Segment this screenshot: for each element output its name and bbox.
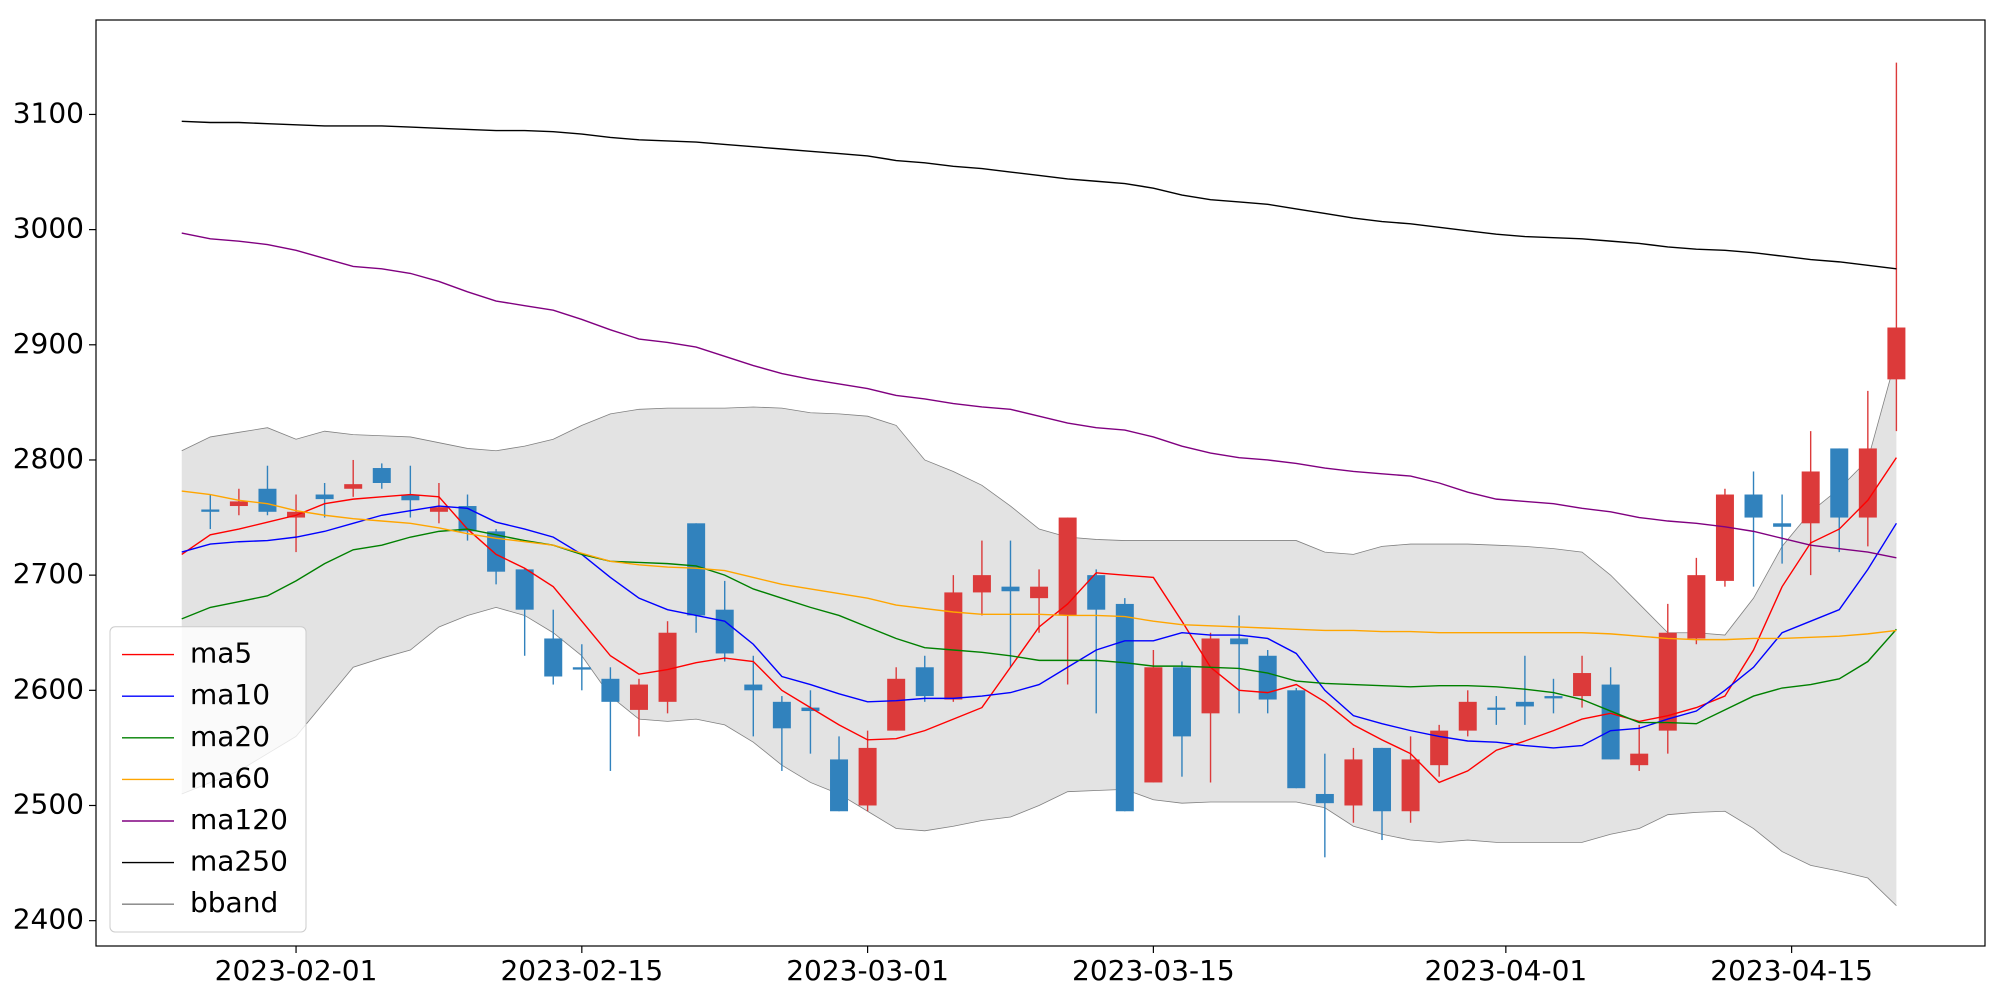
legend-label: ma20 [190,720,270,753]
candle-body [1373,747,1392,812]
candle-body [429,507,448,512]
candle-body [830,759,849,812]
candle-body [458,506,477,532]
candle-body [744,684,763,691]
candle-body [1030,586,1049,599]
candle-body [658,632,677,702]
candle-body [1687,575,1706,639]
candle-body [887,678,906,731]
x-tick-label: 2023-04-01 [1424,954,1587,987]
candle-body [1715,494,1734,581]
y-tick-label: 3000 [13,212,84,245]
candle-body [1172,667,1191,737]
x-tick-label: 2023-02-15 [500,954,663,987]
candle-body [1001,586,1020,592]
legend: ma5 ma10 ma20 ma60 ma120 ma250 bband [109,626,307,933]
legend-box [109,626,307,933]
candle-body [1658,632,1677,731]
ma-line [181,120,1897,270]
candle-body [1773,523,1792,527]
candle-body [1201,638,1220,714]
x-tick-label: 2023-04-15 [1710,954,1873,987]
legend-label: ma120 [190,803,288,836]
candle-body [1344,759,1363,806]
ma-line [181,232,1897,559]
candle-body [1144,667,1163,783]
candle-body [1430,730,1449,766]
y-tick-label: 2600 [13,672,84,705]
x-tick-label: 2023-03-15 [1072,954,1235,987]
ma-line [181,528,1897,725]
x-tick-label: 2023-02-01 [215,954,378,987]
candle-body [801,707,820,712]
legend-label: ma60 [190,761,270,794]
legend-label: ma10 [190,678,270,711]
candle-body [1258,655,1277,700]
candle-body [1801,471,1820,524]
candle-body [1487,707,1506,710]
candle-body [1115,603,1134,812]
candle-body [1544,696,1563,699]
ma-line [181,505,1898,749]
x-tick-label: 2023-03-01 [786,954,949,987]
plot-frame [95,19,1986,947]
candle-body [629,684,648,710]
candle-body [915,667,934,697]
bband-lower [181,606,1897,906]
y-tick-label: 2400 [13,903,84,936]
candle-body [601,678,620,702]
candle-body [487,531,506,572]
candle-body [1887,327,1906,380]
candle-body [972,575,991,593]
candle-body [715,609,734,654]
y-tick-label: 2900 [13,327,84,360]
candle-body [1858,448,1877,518]
legend-label: ma250 [190,845,288,878]
y-tick-label: 2500 [13,787,84,820]
y-tick-label: 2800 [13,442,84,475]
candle-body [772,701,791,729]
candle-body [515,569,534,610]
legend-label: bband [190,886,278,919]
candle-body [1744,494,1763,518]
legend-label: ma5 [190,637,252,670]
candle-body [229,501,248,507]
candle-body [1515,701,1534,707]
candle-body [372,468,391,483]
candle-body [1573,673,1592,697]
ma-line [181,490,1897,641]
candle-body [572,667,591,670]
candle-body [687,523,706,616]
candle-body [201,509,220,512]
candle-body [1287,690,1306,789]
candle-body [401,494,420,501]
candle-body [315,494,334,500]
candle-body [1630,753,1649,766]
candle-body [858,747,877,806]
candle-body [344,484,363,489]
candle-body [1058,517,1077,616]
candle-body [944,592,963,700]
candle-body [1315,793,1334,804]
candle-body [1601,684,1620,760]
y-tick-label: 2700 [13,557,84,590]
candle-body [1230,638,1249,645]
candle-body [1458,701,1477,731]
candle-body [1401,759,1420,812]
candle-body [1830,448,1849,518]
candle-body [258,488,277,512]
bband-upper [181,356,1897,636]
candle-body [1087,575,1106,610]
y-tick-label: 3100 [13,96,84,129]
candle-body [544,638,563,677]
